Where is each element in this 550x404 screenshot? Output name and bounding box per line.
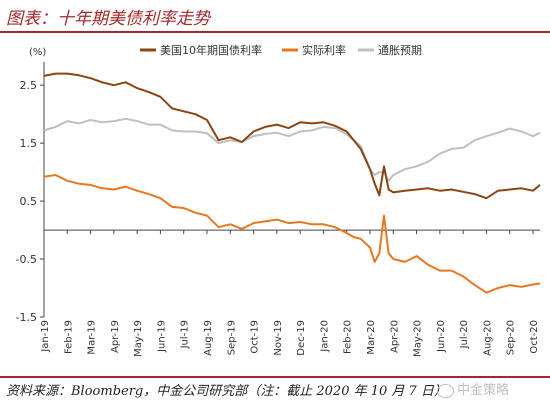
x-tick-label: Apr-19 xyxy=(110,320,121,353)
x-tick-label: May-19 xyxy=(133,320,144,357)
series-line xyxy=(43,174,541,294)
y-tick-label: 2.5 xyxy=(20,79,38,92)
x-tick-label: Apr-20 xyxy=(389,320,400,353)
y-tick-label: 0.5 xyxy=(20,195,38,208)
legend-label: 美国10年期国债利率 xyxy=(160,43,262,57)
x-tick-label: Feb-19 xyxy=(63,320,74,354)
x-tick-label: Nov-19 xyxy=(273,320,284,356)
x-tick-label: Jul-20 xyxy=(459,320,470,349)
series-lines xyxy=(43,72,541,294)
x-tick-label: Jul-19 xyxy=(180,320,191,349)
watermark-text: 中金策略 xyxy=(457,383,510,398)
x-tick-label: Feb-20 xyxy=(343,320,354,354)
source-note: 资料来源：Bloomberg，中金公司研究部（注：截止 2020 年 10 月 … xyxy=(6,384,447,399)
legend-label: 通胀预期 xyxy=(378,44,422,57)
wechat-icon xyxy=(437,383,454,398)
x-axis: Jan-19 Feb-19 Mar-19 Apr-19 May-19 Jun-19 Jul-… xyxy=(40,229,540,357)
chart-title: 图表：十年期美债利率走势 xyxy=(6,9,210,29)
legend: 美国10年期国债利率 实际利率 通胀预期 xyxy=(140,43,422,57)
y-tick-label: -1.5 xyxy=(16,311,37,324)
legend-label: 实际利率 xyxy=(302,43,346,57)
y-tick-label: 1.5 xyxy=(20,137,38,150)
y-tick-label: -0.5 xyxy=(16,253,37,266)
footer-rule xyxy=(0,376,550,378)
y-axis: 2.5 1.5 0.5 -0.5 -1.5 xyxy=(16,62,45,324)
y-axis-label: (%) xyxy=(29,47,46,58)
x-tick-label: Jun-19 xyxy=(156,320,167,353)
watermark: 中金策略 xyxy=(437,379,509,398)
x-tick-label: Aug-20 xyxy=(482,320,493,356)
x-tick-label: Jan-19 xyxy=(40,320,51,353)
series-line xyxy=(43,72,541,200)
title-rule xyxy=(0,31,550,33)
x-tick-label: Sep-19 xyxy=(226,320,237,355)
x-tick-label: Jan-20 xyxy=(319,320,330,353)
series-line xyxy=(43,117,541,182)
x-tick-label: Mar-20 xyxy=(366,320,377,355)
x-tick-label: Mar-19 xyxy=(87,320,98,355)
x-tick-label: Oct-20 xyxy=(529,320,540,354)
x-tick-label: Aug-19 xyxy=(203,320,214,356)
x-tick-label: Jun-20 xyxy=(436,320,447,353)
x-tick-label: Dec-19 xyxy=(296,320,307,356)
x-tick-label: Oct-19 xyxy=(250,320,261,354)
x-tick-label: May-20 xyxy=(413,320,424,357)
x-tick-label: Sep-20 xyxy=(506,320,517,355)
